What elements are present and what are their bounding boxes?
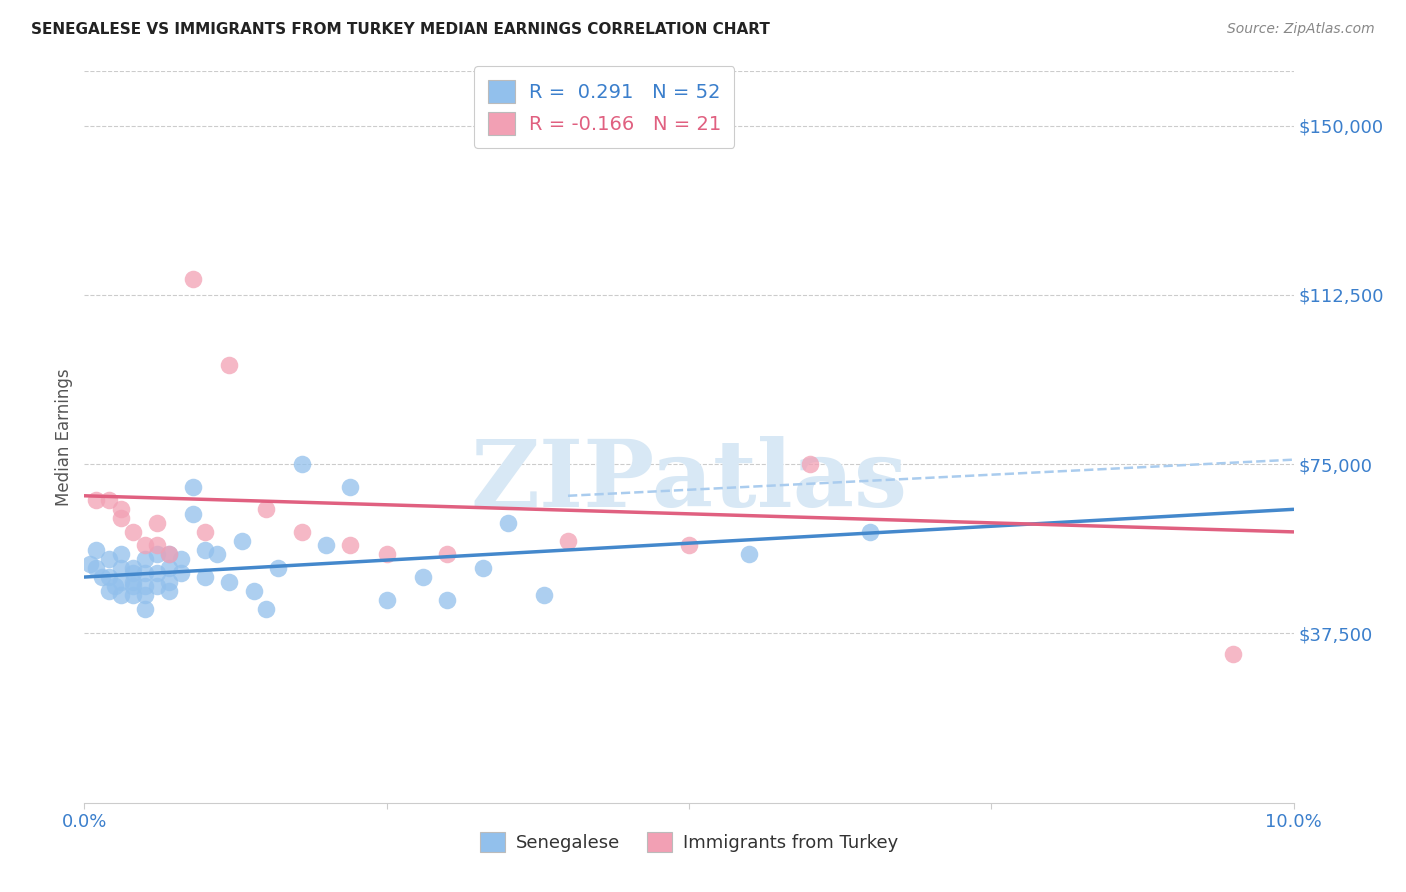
Point	[412, 570, 434, 584]
Point	[1222, 647, 1244, 661]
Point	[86, 561, 108, 575]
Point	[218, 358, 240, 372]
Point	[157, 548, 180, 562]
Point	[738, 548, 761, 562]
Point	[315, 538, 337, 552]
Point	[121, 566, 143, 580]
Point	[110, 511, 132, 525]
Point	[86, 493, 108, 508]
Point	[231, 533, 253, 548]
Point	[91, 570, 114, 584]
Point	[97, 570, 120, 584]
Point	[157, 574, 180, 589]
Point	[134, 588, 156, 602]
Point	[121, 574, 143, 589]
Point	[254, 601, 277, 615]
Point	[134, 579, 156, 593]
Point	[110, 588, 132, 602]
Point	[194, 543, 217, 558]
Point	[97, 583, 120, 598]
Legend: Senegalese, Immigrants from Turkey: Senegalese, Immigrants from Turkey	[472, 824, 905, 860]
Point	[97, 493, 120, 508]
Point	[194, 570, 217, 584]
Point	[170, 552, 193, 566]
Point	[218, 574, 240, 589]
Point	[472, 561, 495, 575]
Text: Source: ZipAtlas.com: Source: ZipAtlas.com	[1227, 22, 1375, 37]
Point	[110, 561, 132, 575]
Point	[339, 480, 361, 494]
Point	[134, 538, 156, 552]
Point	[181, 507, 204, 521]
Point	[496, 516, 519, 530]
Point	[291, 457, 314, 471]
Point	[134, 566, 156, 580]
Text: ZIPatlas: ZIPatlas	[471, 436, 907, 526]
Point	[146, 566, 169, 580]
Point	[170, 566, 193, 580]
Point	[134, 601, 156, 615]
Point	[146, 548, 169, 562]
Point	[110, 502, 132, 516]
Point	[375, 548, 398, 562]
Text: SENEGALESE VS IMMIGRANTS FROM TURKEY MEDIAN EARNINGS CORRELATION CHART: SENEGALESE VS IMMIGRANTS FROM TURKEY MED…	[31, 22, 770, 37]
Point	[97, 552, 120, 566]
Point	[436, 592, 458, 607]
Point	[110, 574, 132, 589]
Point	[86, 543, 108, 558]
Point	[291, 524, 314, 539]
Point	[207, 548, 229, 562]
Point	[254, 502, 277, 516]
Point	[110, 548, 132, 562]
Point	[267, 561, 290, 575]
Point	[181, 480, 204, 494]
Point	[436, 548, 458, 562]
Point	[242, 583, 264, 598]
Point	[146, 579, 169, 593]
Point	[194, 524, 217, 539]
Point	[121, 561, 143, 575]
Point	[146, 516, 169, 530]
Y-axis label: Median Earnings: Median Earnings	[55, 368, 73, 506]
Point	[799, 457, 821, 471]
Point	[181, 272, 204, 286]
Point	[121, 524, 143, 539]
Point	[104, 579, 127, 593]
Point	[157, 583, 180, 598]
Point	[157, 561, 180, 575]
Point	[678, 538, 700, 552]
Point	[859, 524, 882, 539]
Point	[146, 538, 169, 552]
Point	[533, 588, 555, 602]
Point	[121, 579, 143, 593]
Point	[79, 557, 101, 571]
Point	[557, 533, 579, 548]
Point	[375, 592, 398, 607]
Point	[121, 588, 143, 602]
Point	[134, 552, 156, 566]
Point	[339, 538, 361, 552]
Point	[157, 548, 180, 562]
